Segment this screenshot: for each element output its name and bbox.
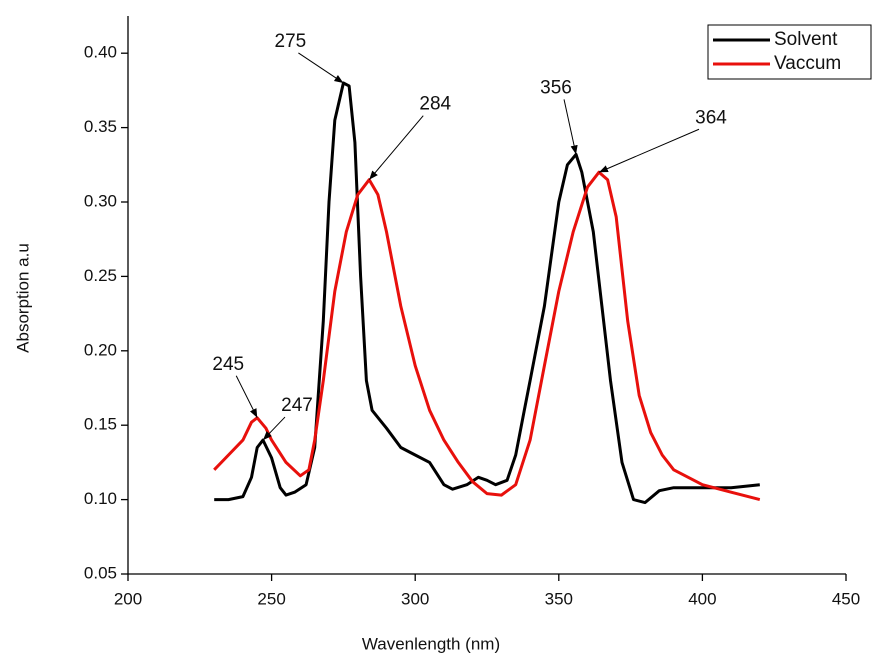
y-tick-label: 0.05 <box>84 563 117 582</box>
x-axis-label: Wavenlength (nm) <box>362 634 500 653</box>
annotation-label: 275 <box>275 31 307 52</box>
legend-label: Vaccum <box>774 53 841 74</box>
annotation-label: 364 <box>695 107 727 128</box>
line-series <box>213 170 761 502</box>
line-series <box>214 81 760 505</box>
annotation-arrow <box>598 128 700 173</box>
x-tick-label: 450 <box>832 589 860 608</box>
x-tick-label: 400 <box>688 589 716 608</box>
x-tick-label: 300 <box>401 589 429 608</box>
y-tick-label: 0.40 <box>84 43 117 62</box>
annotation-label: 356 <box>540 77 572 98</box>
y-tick-label: 0.35 <box>84 117 117 136</box>
annotation-arrow <box>298 52 344 84</box>
x-tick-label: 250 <box>257 589 285 608</box>
annotation-label: 247 <box>281 395 313 416</box>
y-tick-label: 0.15 <box>84 415 117 434</box>
annotation-arrow <box>368 115 424 181</box>
annotation-arrow <box>262 416 286 441</box>
y-tick-label: 0.10 <box>84 489 117 508</box>
legend-label: Solvent <box>774 29 838 50</box>
x-tick-label: 200 <box>114 589 142 608</box>
annotation-label: 245 <box>212 354 244 375</box>
annotation-label: 284 <box>419 94 451 115</box>
y-tick-label: 0.20 <box>84 340 117 359</box>
x-tick-label: 350 <box>545 589 573 608</box>
y-tick-label: 0.30 <box>84 191 117 210</box>
legend-box <box>707 24 872 80</box>
annotation-arrow <box>563 99 578 155</box>
y-axis-label: Absorption a.u <box>13 243 32 353</box>
annotation-arrow <box>235 375 258 418</box>
y-tick-label: 0.25 <box>84 266 117 285</box>
